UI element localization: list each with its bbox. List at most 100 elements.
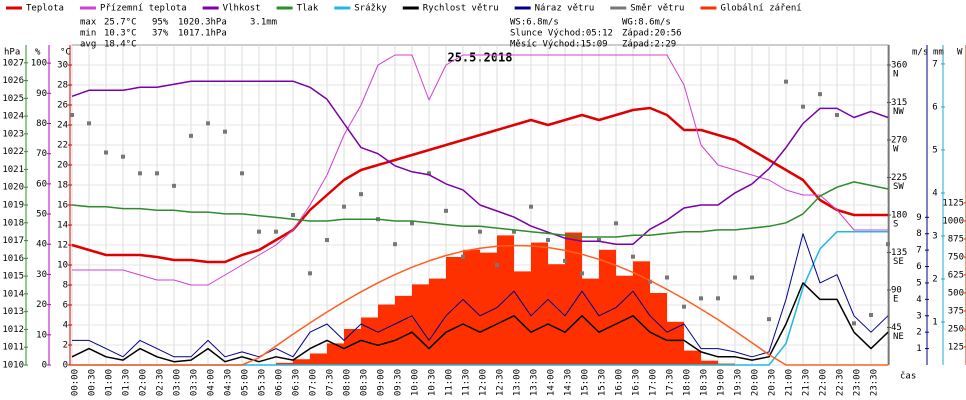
- direction-point: [818, 92, 822, 97]
- y-tick-label: 5: [932, 145, 937, 155]
- y-tick-label: 26: [57, 101, 68, 111]
- y-tick-label: 2: [63, 341, 68, 351]
- series-line: [71, 106, 888, 264]
- x-tick-label: 15:00: [581, 369, 591, 396]
- x-tick-label: 15:30: [598, 369, 608, 396]
- y-tick-label: 1021: [2, 165, 24, 175]
- y-tick-label: 6: [916, 262, 921, 272]
- y-tick-label: 1010: [2, 361, 24, 371]
- direction-point: [767, 317, 771, 322]
- y-tick-label: 60: [36, 179, 47, 189]
- direction-point: [410, 221, 414, 226]
- y-tick-label: 0: [42, 361, 47, 371]
- y-tick-label: 1017: [2, 236, 24, 246]
- y-tick-label: 1: [916, 344, 921, 354]
- x-tick-label: 21:30: [802, 369, 812, 396]
- direction-point: [155, 171, 159, 176]
- x-tick-label: 03:00: [173, 369, 183, 396]
- direction-point: [393, 242, 397, 247]
- axis-unit: °C: [60, 48, 71, 58]
- direction-point: [189, 133, 193, 138]
- direction-point: [682, 304, 686, 309]
- radiation-bar: [599, 249, 616, 365]
- direction-point: [852, 321, 856, 326]
- y-tick-label: 1014: [2, 289, 24, 299]
- y-tick-label: 375: [948, 306, 964, 316]
- radiation-bar: [633, 261, 650, 365]
- x-tick-label: 02:30: [156, 369, 166, 396]
- x-tick-label: 16:30: [632, 369, 642, 396]
- radiation-bar: [395, 295, 412, 365]
- radiation-bar: [327, 343, 344, 365]
- y-tick-label: 80: [36, 119, 47, 129]
- direction-point: [70, 113, 74, 117]
- direction-point: [223, 129, 227, 134]
- radiation-bar: [548, 264, 565, 365]
- direction-point: [716, 296, 720, 301]
- y-tick-label: 315: [891, 98, 907, 108]
- stat-text: 25.7°C: [104, 18, 137, 28]
- y-tick-label: 10: [57, 261, 68, 271]
- y-tick-label: 50: [36, 210, 47, 220]
- x-tick-label: 05:00: [241, 369, 251, 396]
- y-tick-label: 6: [63, 301, 68, 311]
- direction-point: [121, 154, 125, 159]
- direction-point: [495, 263, 499, 267]
- y-tick-label: 1012: [2, 325, 24, 335]
- y-tick-label: 3: [916, 311, 921, 321]
- compass-label: NE: [893, 332, 904, 342]
- y-tick-label: 8: [916, 229, 921, 239]
- legend-label: Teplota: [26, 4, 64, 14]
- info-text: WS:6.8m/s: [510, 18, 559, 28]
- compass-label: W: [893, 145, 899, 155]
- x-tick-label: 20:30: [768, 369, 778, 396]
- compass-label: S: [893, 220, 898, 230]
- direction-point: [546, 238, 550, 242]
- direction-point: [240, 171, 244, 176]
- x-tick-label: 12:30: [496, 369, 506, 396]
- direction-point: [138, 171, 142, 176]
- y-tick-label: 270: [891, 136, 907, 146]
- radiation-bar: [582, 278, 599, 365]
- y-tick-label: 625: [948, 270, 964, 280]
- direction-point: [580, 271, 584, 276]
- y-tick-label: 30: [57, 61, 68, 71]
- y-tick-label: 125: [948, 342, 964, 352]
- x-tick-label: 04:30: [224, 369, 234, 396]
- direction-point: [631, 254, 635, 259]
- y-tick-label: 0: [63, 361, 68, 371]
- y-tick-label: 1020: [2, 183, 24, 193]
- radiation-bar: [344, 328, 361, 365]
- y-tick-label: 4: [63, 321, 68, 331]
- legend-label: Tlak: [297, 4, 319, 14]
- direction-point: [648, 279, 652, 284]
- direction-point: [699, 296, 703, 301]
- direction-point: [614, 221, 618, 226]
- info-text: Západ:20:56: [622, 29, 682, 39]
- x-tick-label: 16:00: [615, 369, 625, 396]
- y-tick-label: 225: [891, 173, 907, 183]
- direction-point: [461, 254, 465, 259]
- axis-unit: hPa: [4, 48, 20, 58]
- x-tick-label: 09:00: [377, 369, 387, 396]
- x-tick-label: 20:00: [751, 369, 761, 396]
- x-tick-label: 22:00: [819, 369, 829, 396]
- y-tick-label: 6: [932, 102, 937, 112]
- direction-point: [512, 229, 516, 234]
- radiation-bar: [310, 353, 327, 365]
- legend-label: Přízemní teplota: [100, 4, 187, 14]
- axis-unit: W: [957, 48, 963, 58]
- y-tick-label: 180: [891, 211, 907, 221]
- radiation-bar: [446, 256, 463, 365]
- y-tick-label: 1022: [2, 147, 24, 157]
- y-tick-label: 20: [57, 161, 68, 171]
- legend-label: Globální záření: [720, 4, 801, 14]
- y-tick-label: 5: [916, 278, 921, 288]
- x-tick-label: 09:30: [394, 369, 404, 396]
- y-tick-label: 1024: [2, 112, 24, 122]
- direction-point: [274, 229, 278, 234]
- y-tick-label: 4: [916, 295, 921, 305]
- direction-point: [478, 229, 482, 234]
- y-tick-label: 1016: [2, 254, 24, 264]
